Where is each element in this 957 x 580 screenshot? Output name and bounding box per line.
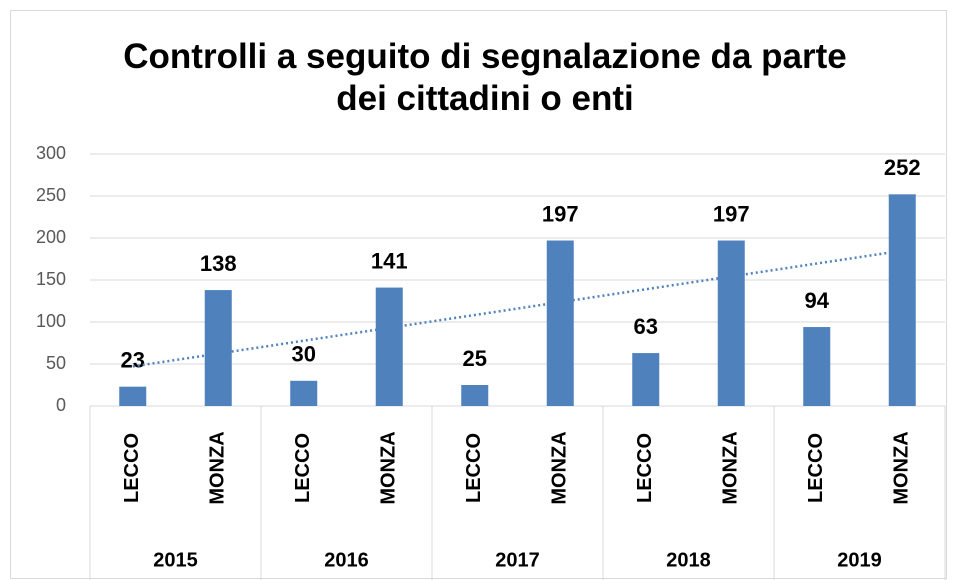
y-tick-label: 250 bbox=[36, 185, 66, 205]
y-tick-label: 100 bbox=[36, 311, 66, 331]
group-label: 2015 bbox=[153, 549, 198, 571]
group-label: 2019 bbox=[837, 549, 882, 571]
group-label: 2018 bbox=[666, 549, 711, 571]
y-tick-label: 0 bbox=[56, 395, 66, 415]
x-tick-label: LECCO bbox=[463, 433, 485, 503]
bar bbox=[888, 194, 916, 406]
x-tick-label: LECCO bbox=[634, 433, 656, 503]
chart-title: Controlli a seguito di segnalazione da p… bbox=[123, 37, 847, 118]
bar bbox=[717, 240, 745, 406]
x-tick-label: LECCO bbox=[292, 433, 314, 503]
data-label: 63 bbox=[634, 314, 658, 339]
y-tick-label: 300 bbox=[36, 143, 66, 163]
data-label: 30 bbox=[292, 342, 316, 367]
x-tick-label: MONZA bbox=[720, 431, 742, 504]
x-tick-label: MONZA bbox=[378, 431, 400, 504]
y-tick-label: 150 bbox=[36, 269, 66, 289]
bar bbox=[290, 380, 318, 406]
bar bbox=[632, 353, 660, 406]
x-tick-label: MONZA bbox=[891, 431, 913, 504]
trendline bbox=[132, 249, 903, 368]
data-label: 141 bbox=[371, 248, 408, 273]
x-tick-label: LECCO bbox=[805, 433, 827, 503]
bar bbox=[546, 240, 574, 406]
data-label: 138 bbox=[200, 251, 237, 276]
group-label: 2017 bbox=[495, 549, 540, 571]
data-label: 197 bbox=[542, 201, 579, 226]
bar bbox=[461, 385, 489, 406]
x-tick-label: MONZA bbox=[549, 431, 571, 504]
bar bbox=[204, 290, 232, 406]
chart-border bbox=[10, 10, 947, 579]
x-tick-label: MONZA bbox=[207, 431, 229, 504]
data-label: 23 bbox=[121, 347, 145, 372]
bar bbox=[119, 386, 147, 406]
data-label: 197 bbox=[713, 201, 750, 226]
data-label: 25 bbox=[463, 346, 487, 371]
y-tick-label: 50 bbox=[46, 353, 66, 373]
data-label: 94 bbox=[805, 288, 830, 313]
group-label: 2016 bbox=[324, 549, 369, 571]
bar bbox=[375, 287, 403, 406]
y-tick-label: 200 bbox=[36, 227, 66, 247]
bar bbox=[803, 327, 831, 406]
data-label: 252 bbox=[884, 155, 921, 180]
x-tick-label: LECCO bbox=[121, 433, 143, 503]
